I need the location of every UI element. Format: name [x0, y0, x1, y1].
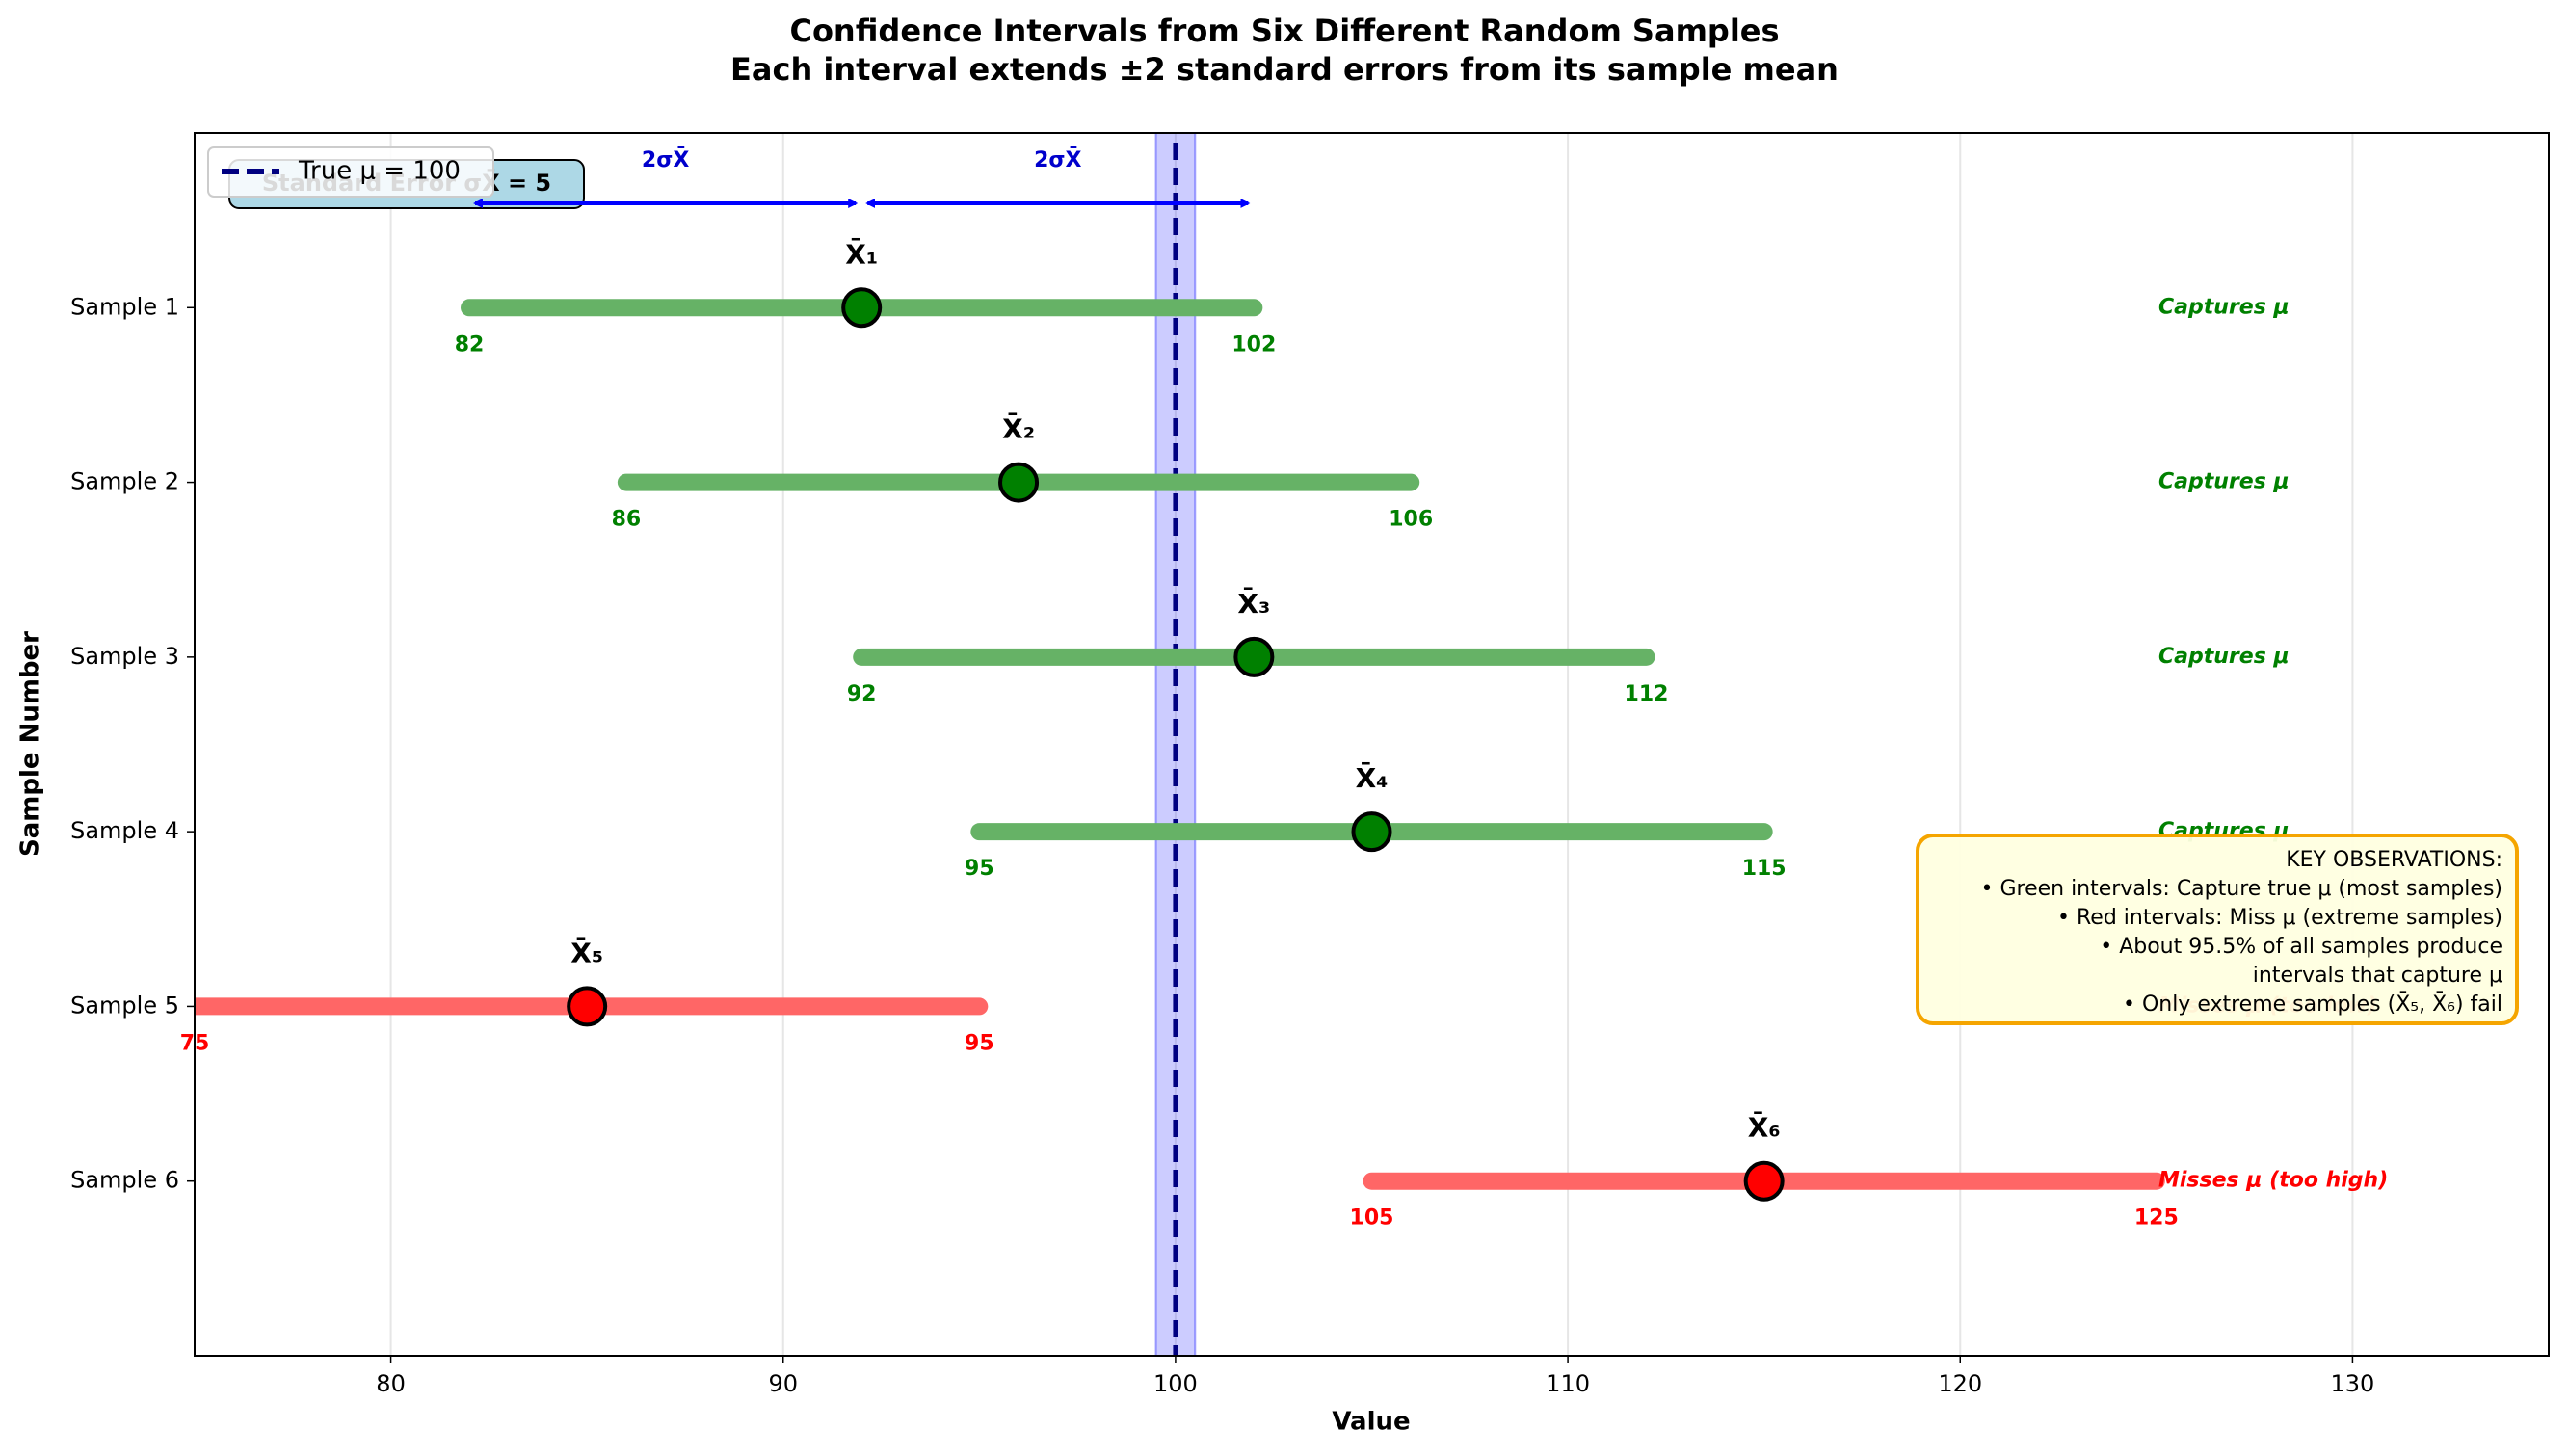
mean-dot: [841, 287, 883, 329]
lower-label: 92: [847, 682, 877, 706]
x-tick-label: 90: [768, 1370, 798, 1397]
y-tick-label: Sample 5: [70, 992, 179, 1019]
mean-dot: [1743, 1160, 1785, 1202]
upper-label: 112: [1625, 682, 1669, 706]
x-tick-label: 130: [2331, 1370, 2375, 1397]
lower-label: 105: [1350, 1206, 1394, 1231]
mean-label: X̄₃: [1237, 587, 1270, 620]
legend-box: [207, 146, 494, 198]
legend-label: True μ = 100: [298, 157, 461, 186]
mean-dot: [1233, 636, 1275, 677]
upper-label: 106: [1389, 508, 1433, 532]
chart-title: Confidence Intervals from Six Different …: [789, 13, 1779, 49]
status-label: Captures μ: [2158, 470, 2290, 494]
key-line: • Red intervals: Miss μ (extreme samples…: [2057, 906, 2502, 930]
lower-label: 82: [455, 332, 485, 357]
arrow-label: 2σX̄: [1034, 147, 1081, 172]
mean-label: X̄₁: [845, 237, 878, 270]
y-axis-label: Sample Number: [16, 631, 45, 857]
mean-label: X̄₆: [1748, 1111, 1781, 1144]
key-box: [1916, 834, 2519, 1025]
x-tick-label: 100: [1153, 1370, 1198, 1397]
upper-label: 102: [1231, 332, 1276, 357]
mean-dot: [567, 986, 608, 1027]
mean-label: X̄₄: [1356, 761, 1389, 794]
mean-label: X̄₂: [1002, 411, 1035, 444]
chart-subtitle: Each interval extends ±2 standard errors…: [730, 51, 1839, 88]
upper-label: 115: [1742, 857, 1787, 881]
key-line: intervals that capture μ: [2253, 964, 2502, 988]
mean-label: X̄₅: [570, 936, 603, 968]
mean-dot: [1351, 811, 1392, 853]
key-line: • About 95.5% of all samples produce: [2100, 935, 2502, 959]
y-tick-label: Sample 2: [70, 468, 179, 495]
status-label: Misses μ (too high): [2158, 1169, 2388, 1193]
mean-dot: [998, 462, 1040, 503]
lower-label: 86: [612, 508, 642, 532]
y-tick-label: Sample 4: [70, 817, 179, 844]
arrow-label: 2σX̄: [642, 147, 689, 172]
x-tick-label: 80: [376, 1370, 406, 1397]
y-tick-label: Sample 1: [70, 293, 179, 320]
upper-label: 95: [965, 1031, 994, 1055]
y-tick-label: Sample 3: [70, 643, 179, 670]
x-tick-label: 120: [1938, 1370, 1982, 1397]
y-tick-label: Sample 6: [70, 1167, 179, 1194]
lower-label: 95: [965, 857, 994, 881]
status-label: Captures μ: [2158, 645, 2290, 669]
key-line: • Only extreme samples (X̄₅, X̄₆) fail: [2123, 992, 2502, 1017]
upper-label: 125: [2134, 1206, 2179, 1231]
key-title: KEY OBSERVATIONS:: [2286, 848, 2502, 872]
plot-frame: [194, 132, 2550, 1357]
x-axis-label: Value: [1332, 1408, 1410, 1437]
x-tick-label: 110: [1546, 1370, 1590, 1397]
status-label: Captures μ: [2158, 295, 2290, 319]
key-line: • Green intervals: Capture true μ (most …: [1980, 877, 2502, 901]
